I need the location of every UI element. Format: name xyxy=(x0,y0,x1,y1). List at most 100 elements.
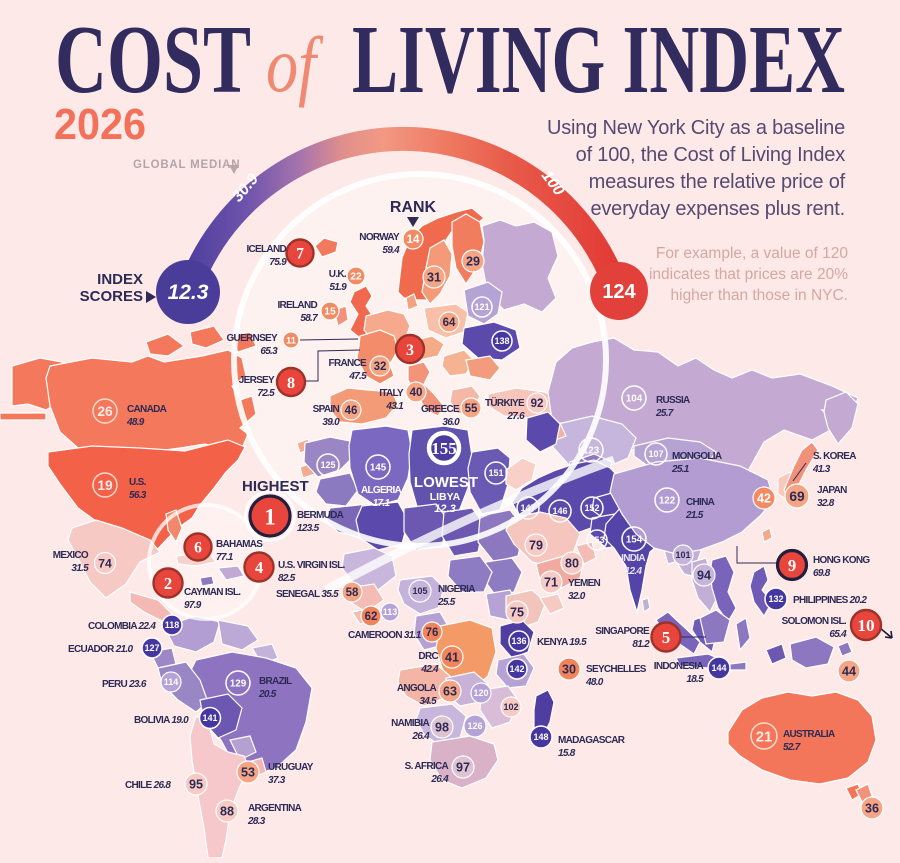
svg-text:142: 142 xyxy=(509,664,524,674)
svg-text:81.2: 81.2 xyxy=(632,639,650,650)
svg-text:NIGERIA: NIGERIA xyxy=(438,584,475,595)
svg-text:107: 107 xyxy=(648,449,663,459)
svg-text:144: 144 xyxy=(711,663,726,673)
svg-text:79: 79 xyxy=(529,539,543,553)
svg-text:122: 122 xyxy=(659,496,676,507)
svg-text:71: 71 xyxy=(544,576,558,590)
svg-text:59.4: 59.4 xyxy=(382,245,400,256)
svg-text:75: 75 xyxy=(510,606,524,620)
svg-text:126: 126 xyxy=(467,721,482,731)
svg-text:9: 9 xyxy=(788,556,796,575)
svg-text:NORWAY: NORWAY xyxy=(359,232,400,243)
svg-text:GUERNSEY: GUERNSEY xyxy=(226,333,278,344)
svg-text:123.5: 123.5 xyxy=(297,523,320,534)
svg-text:53: 53 xyxy=(241,766,255,780)
svg-text:For example, a value of 120: For example, a value of 120 xyxy=(656,245,849,262)
svg-text:11: 11 xyxy=(286,335,296,345)
svg-text:indicates that prices are 20%: indicates that prices are 20% xyxy=(649,266,848,283)
svg-text:15.8: 15.8 xyxy=(558,748,576,759)
svg-text:RUSSIA: RUSSIA xyxy=(656,395,690,406)
svg-text:3: 3 xyxy=(406,342,414,359)
svg-text:97: 97 xyxy=(456,761,470,775)
svg-text:IRELAND: IRELAND xyxy=(277,300,317,311)
svg-text:65.3: 65.3 xyxy=(260,346,278,357)
svg-text:27.6: 27.6 xyxy=(506,411,525,422)
svg-text:113: 113 xyxy=(383,607,398,617)
svg-text:72.5: 72.5 xyxy=(257,388,275,399)
svg-text:FRANCE: FRANCE xyxy=(329,358,367,369)
svg-text:higher than those in NYC.: higher than those in NYC. xyxy=(671,287,849,304)
svg-text:82.5: 82.5 xyxy=(278,573,296,584)
svg-text:25.5: 25.5 xyxy=(437,597,456,608)
svg-text:80: 80 xyxy=(565,557,579,571)
svg-text:124: 124 xyxy=(602,281,636,303)
svg-text:94: 94 xyxy=(697,569,711,583)
svg-text:52.7: 52.7 xyxy=(783,742,801,753)
svg-text:19: 19 xyxy=(97,478,113,493)
svg-text:RANK: RANK xyxy=(390,199,437,216)
svg-text:5: 5 xyxy=(662,628,670,647)
svg-text:29: 29 xyxy=(466,255,480,269)
svg-text:LOWEST: LOWEST xyxy=(414,474,478,491)
svg-text:98: 98 xyxy=(435,721,449,735)
svg-text:47.5: 47.5 xyxy=(348,371,367,382)
svg-text:ICELAND: ICELAND xyxy=(246,244,286,255)
svg-text:146: 146 xyxy=(552,506,567,516)
svg-text:20.5: 20.5 xyxy=(258,689,277,700)
svg-text:154: 154 xyxy=(626,535,643,546)
svg-text:88: 88 xyxy=(220,805,234,819)
svg-text:URUGUAY: URUGUAY xyxy=(268,762,314,773)
svg-text:ITALY: ITALY xyxy=(379,388,404,399)
svg-text:136: 136 xyxy=(511,636,526,646)
svg-text:77.1: 77.1 xyxy=(216,552,234,563)
svg-text:26.4: 26.4 xyxy=(411,731,430,742)
svg-text:123: 123 xyxy=(583,446,600,457)
svg-text:147: 147 xyxy=(520,503,535,513)
svg-text:74: 74 xyxy=(98,556,112,570)
svg-text:48.0: 48.0 xyxy=(585,677,604,688)
svg-text:ECUADOR 21.0: ECUADOR 21.0 xyxy=(68,644,134,655)
svg-text:121: 121 xyxy=(474,302,489,312)
svg-text:17.1: 17.1 xyxy=(373,498,391,509)
svg-text:14: 14 xyxy=(407,234,420,246)
svg-text:48.9: 48.9 xyxy=(126,417,145,428)
svg-text:BAHAMAS: BAHAMAS xyxy=(216,539,263,550)
svg-text:40: 40 xyxy=(410,387,423,399)
svg-text:42: 42 xyxy=(757,492,771,506)
svg-text:76: 76 xyxy=(426,627,439,639)
svg-text:Using New York City as a basel: Using New York City as a baseline xyxy=(547,117,845,139)
svg-text:U.S.: U.S. xyxy=(129,477,147,488)
svg-text:104: 104 xyxy=(626,394,643,405)
svg-text:31: 31 xyxy=(427,271,441,285)
svg-text:32: 32 xyxy=(374,361,387,373)
svg-text:25.1: 25.1 xyxy=(671,464,690,475)
svg-text:GREECE: GREECE xyxy=(421,404,460,415)
svg-text:JERSEY: JERSEY xyxy=(239,375,275,386)
svg-text:44: 44 xyxy=(842,665,856,679)
svg-text:CHINA: CHINA xyxy=(686,497,715,508)
svg-text:measures the relative price of: measures the relative price of xyxy=(589,171,846,193)
svg-text:141: 141 xyxy=(202,713,217,723)
svg-text:SOLOMON ISL.: SOLOMON ISL. xyxy=(782,616,847,627)
svg-text:SENEGAL 35.5: SENEGAL 35.5 xyxy=(276,589,339,600)
svg-text:KENYA 19.5: KENYA 19.5 xyxy=(537,637,587,648)
svg-text:36.0: 36.0 xyxy=(442,417,460,428)
svg-text:COLOMBIA 22.4: COLOMBIA 22.4 xyxy=(88,621,156,632)
svg-text:everyday expenses plus rent.: everyday expenses plus rent. xyxy=(590,198,845,220)
svg-text:12.4: 12.4 xyxy=(625,566,643,577)
svg-text:22: 22 xyxy=(350,272,362,283)
svg-text:26.4: 26.4 xyxy=(430,774,449,785)
svg-text:1: 1 xyxy=(264,504,276,529)
svg-text:64: 64 xyxy=(443,317,456,329)
svg-text:151: 151 xyxy=(488,468,503,478)
svg-text:12.3: 12.3 xyxy=(434,503,455,515)
svg-text:MEXICO: MEXICO xyxy=(53,550,89,561)
svg-text:153: 153 xyxy=(589,535,604,545)
svg-text:4: 4 xyxy=(255,558,264,577)
svg-text:SPAIN: SPAIN xyxy=(313,404,340,415)
svg-text:LIBYA: LIBYA xyxy=(430,491,461,503)
svg-text:125: 125 xyxy=(320,460,335,470)
svg-text:69: 69 xyxy=(789,489,805,504)
svg-text:ARGENTINA: ARGENTINA xyxy=(248,803,302,814)
svg-text:of: of xyxy=(266,21,324,108)
